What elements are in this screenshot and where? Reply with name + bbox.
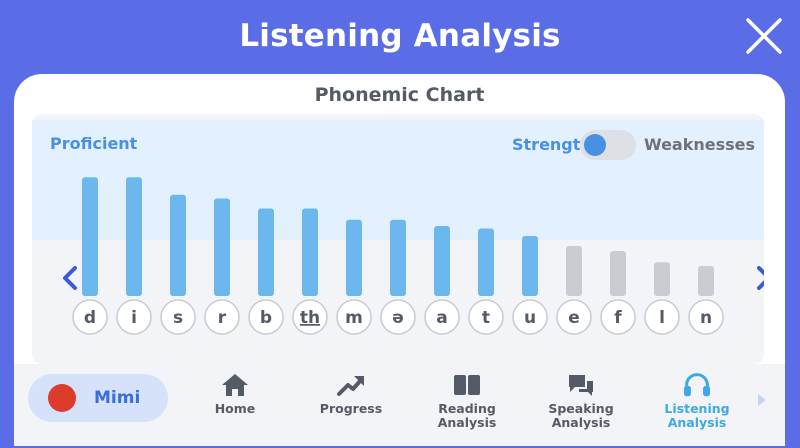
phoneme-label-11: e (568, 308, 580, 328)
profile-name: Mimi (94, 388, 141, 408)
phoneme-circle-8[interactable] (424, 299, 460, 335)
phoneme-circle-5[interactable] (292, 299, 328, 335)
bar-0 (82, 177, 98, 296)
nav-scroll-right-icon[interactable] (756, 392, 768, 408)
tab-listening-analysis[interactable]: Listening Analysis (652, 372, 742, 430)
home-icon (222, 374, 248, 396)
bar-8 (434, 226, 450, 296)
bar-6 (346, 219, 362, 296)
phoneme-circle-11[interactable] (556, 299, 592, 335)
bar-7 (390, 219, 406, 296)
content-card: Phonemic Chart Proficient Strengths Weak… (14, 74, 785, 446)
tab-speaking-analysis-label: Speaking Analysis (548, 401, 614, 430)
phoneme-label-1: i (131, 308, 137, 328)
phoneme-circle-10[interactable] (512, 299, 548, 335)
bar-11 (566, 246, 582, 296)
phoneme-label-9: t (482, 308, 490, 328)
proficient-label: Proficient (50, 134, 138, 153)
profile-button[interactable]: Mimi (28, 374, 168, 422)
bar-14 (698, 266, 714, 296)
phoneme-label-2: s (173, 308, 183, 328)
avatar (48, 384, 76, 412)
phoneme-label-0: d (84, 308, 96, 328)
trend-arrow-icon (337, 376, 364, 396)
bar-2 (170, 194, 186, 296)
next-arrow-icon[interactable] (752, 262, 764, 294)
phoneme-circle-1[interactable] (116, 299, 152, 335)
phoneme-label-13: l (659, 308, 665, 328)
tab-listening-analysis-label: Listening Analysis (664, 401, 730, 430)
tab-speaking-analysis[interactable]: Speaking Analysis (536, 372, 626, 430)
phoneme-circle-13[interactable] (644, 299, 680, 335)
weaknesses-label[interactable]: Weaknesses (644, 135, 756, 154)
phoneme-circle-2[interactable] (160, 299, 196, 335)
previous-arrow-icon[interactable] (58, 262, 82, 294)
speech-bubble-icon (569, 375, 593, 396)
headphones-icon (684, 373, 710, 397)
bar-3 (214, 198, 230, 296)
bar-5 (302, 208, 318, 296)
chart-title: Phonemic Chart (314, 84, 485, 106)
tab-home[interactable]: Home (190, 372, 280, 416)
tab-reading-analysis-label: Reading Analysis (437, 401, 497, 430)
phoneme-circle-12[interactable] (600, 299, 636, 335)
phoneme-label-5: th (300, 308, 320, 328)
bar-13 (654, 262, 670, 296)
phoneme-label-6: m (345, 308, 363, 328)
page-title: Listening Analysis (239, 18, 561, 54)
phoneme-label-14: n (700, 308, 712, 328)
phoneme-label-10: u (524, 308, 536, 328)
tab-progress-label: Progress (319, 401, 383, 416)
bar-1 (126, 177, 142, 296)
tab-reading-analysis[interactable]: Reading Analysis (422, 372, 512, 430)
bar-9 (478, 228, 494, 296)
chart-panel: Proficient Strengths Weaknesses d i s r b th m… (32, 114, 764, 364)
phoneme-circle-14[interactable] (688, 299, 724, 335)
close-icon[interactable] (742, 14, 786, 58)
tab-progress[interactable]: Progress (306, 372, 396, 416)
phoneme-label-4: b (260, 308, 272, 328)
phoneme-label-7: ə (392, 308, 404, 328)
bar-4 (258, 208, 274, 296)
bar-12 (610, 251, 626, 296)
strengths-weaknesses-toggle[interactable] (580, 130, 636, 160)
strengths-label[interactable]: Strengths (512, 135, 602, 154)
phonemic-bar-chart: d i s r b th m ə a t u e f l n (72, 177, 724, 335)
phoneme-circle-4[interactable] (248, 299, 284, 335)
toggle-knob (584, 134, 606, 156)
phoneme-label-12: f (614, 308, 622, 328)
phoneme-circle-6[interactable] (336, 299, 372, 335)
tab-home-label: Home (214, 401, 256, 416)
phoneme-circle-0[interactable] (72, 299, 108, 335)
phoneme-circle-3[interactable] (204, 299, 240, 335)
bar-10 (522, 236, 538, 296)
bottom-navigation: Mimi Home Progress Reading Analysis (14, 364, 785, 446)
phoneme-circle-9[interactable] (468, 299, 504, 335)
phoneme-label-8: a (436, 308, 447, 328)
phoneme-circle-7[interactable] (380, 299, 416, 335)
phoneme-label-3: r (218, 308, 227, 328)
book-icon (454, 375, 480, 395)
